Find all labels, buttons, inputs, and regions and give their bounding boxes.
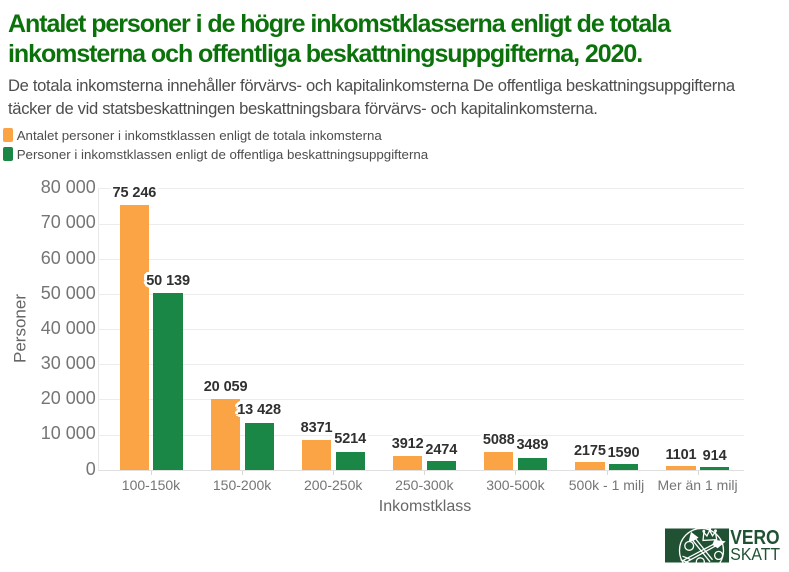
svg-text:VERO: VERO (730, 527, 779, 549)
svg-text:SKATT: SKATT (730, 544, 780, 564)
